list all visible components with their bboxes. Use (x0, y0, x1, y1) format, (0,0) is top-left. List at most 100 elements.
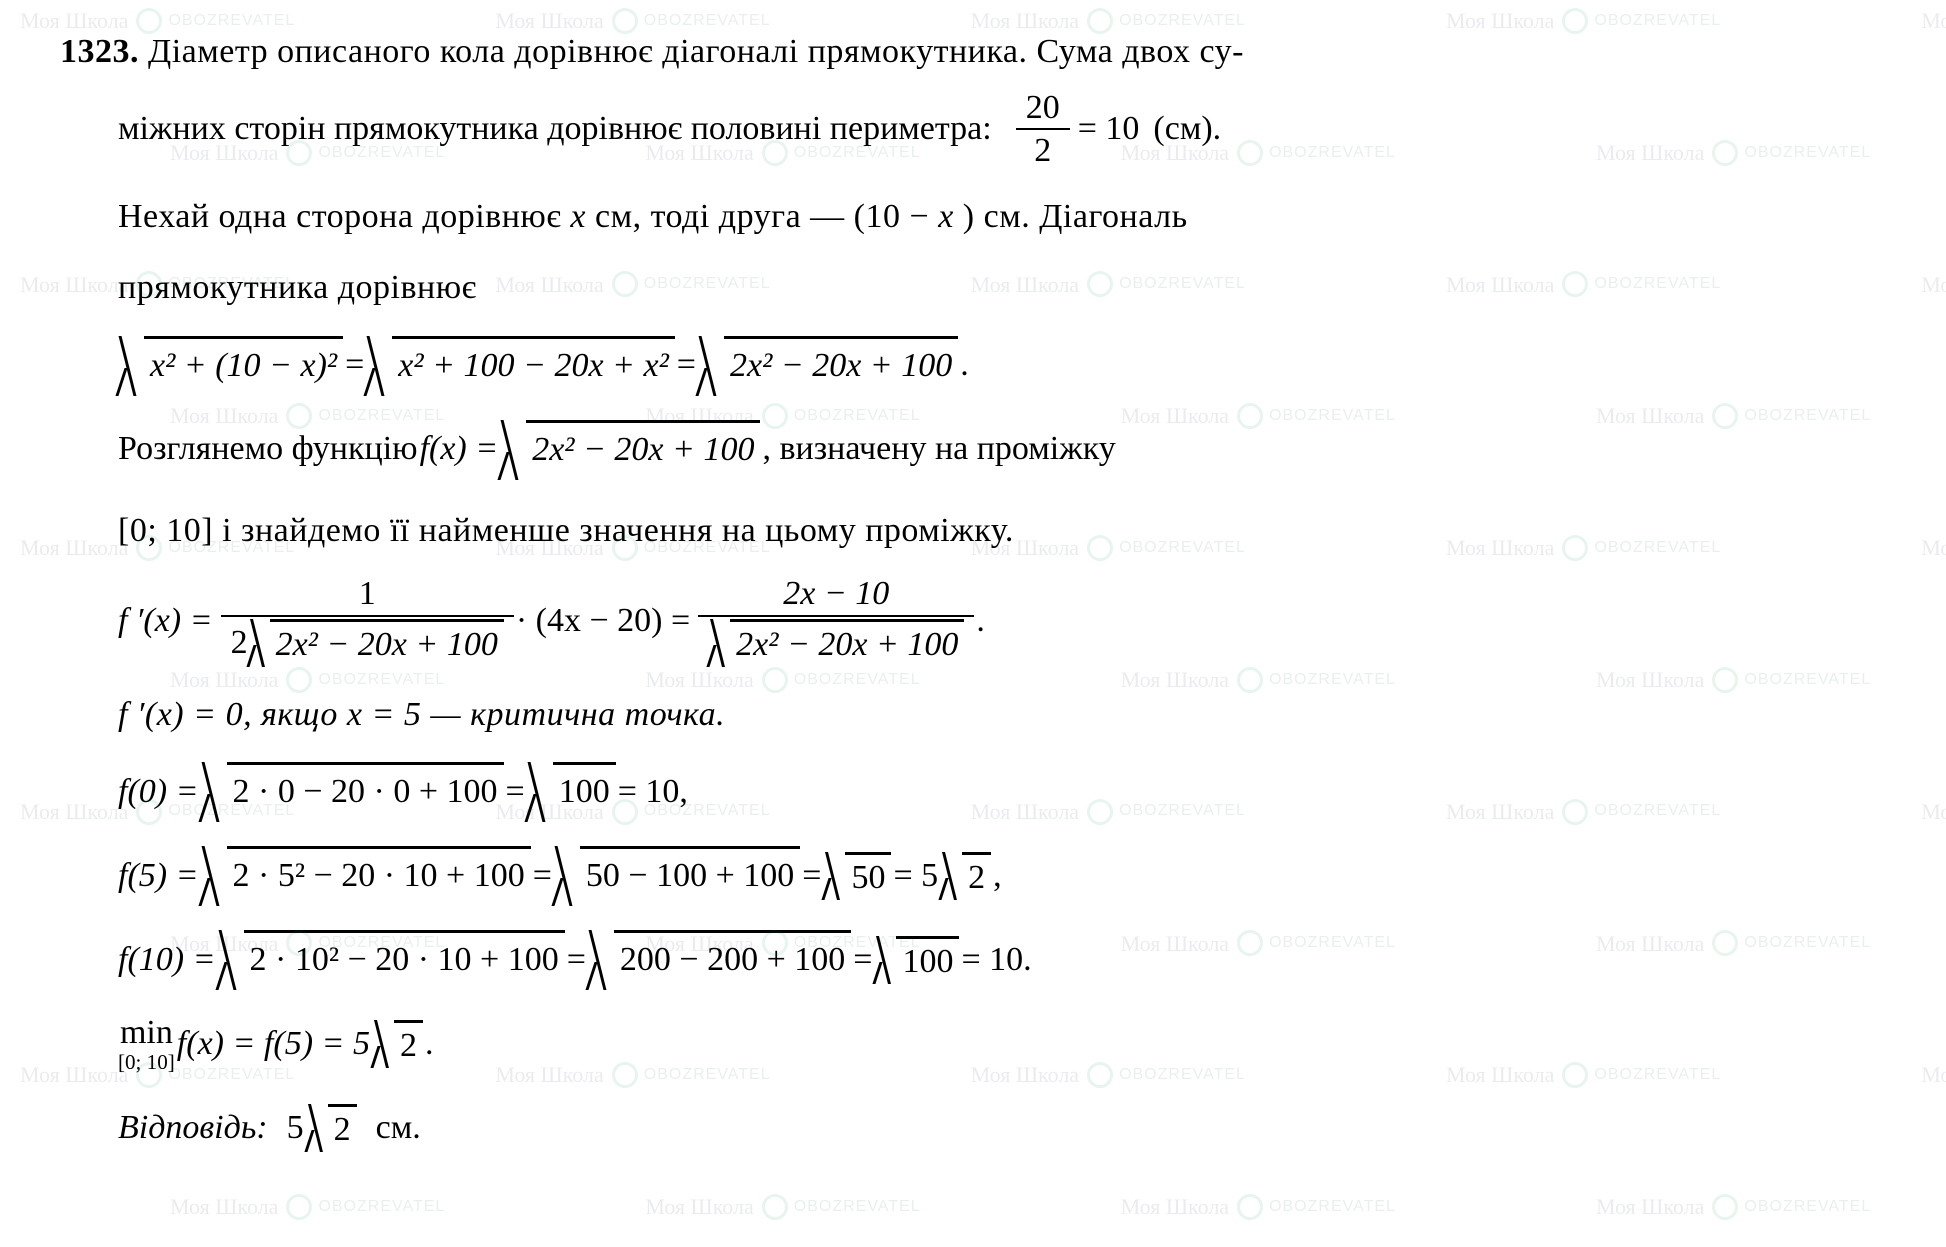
radicand: 50 − 100 + 100 (586, 857, 794, 894)
radical-icon (201, 846, 227, 906)
radical-icon (218, 930, 244, 990)
radicand: 50 (851, 859, 885, 896)
watermark-item: Моя ШколаOBOZREVATEL (1596, 1186, 1871, 1228)
text: 5 (270, 1096, 304, 1161)
radicand: 2x² − 20x + 100 (532, 431, 754, 468)
radical-icon (823, 852, 845, 900)
sqrt: 2x² − 20x + 100 (708, 619, 964, 667)
sqrt: 2x² − 20x + 100 (698, 336, 958, 396)
fraction-20-over-2: 20 2 (1016, 87, 1070, 172)
paragraph-critical: f ′(x) = 0, якщо x = 5 — критична точка. (60, 683, 1906, 748)
radicand: 100 (902, 943, 953, 980)
text: f(5) = (118, 844, 199, 909)
sqrt: 2 · 10² − 20 · 10 + 100 (218, 930, 565, 990)
text: міжних сторін прямокутника дорівнює поло… (118, 97, 992, 162)
paragraph-interval: [0; 10] і знайдемо її найменше значення … (60, 499, 1906, 564)
equation-derivative: f ′(x) = 1 2 2x² − 20x + 100 · (4x − 20)… (60, 573, 1906, 668)
paragraph-3b: прямокутника дорівнює (60, 256, 1906, 321)
sqrt: 2 (372, 1020, 423, 1068)
min-operator: min [0; 10] (118, 1016, 175, 1073)
sqrt: 2 (940, 852, 991, 900)
equals: = (506, 760, 525, 825)
text: . (425, 1012, 434, 1077)
equation-f10: f(10) = 2 · 10² − 20 · 10 + 100 = 200 − … (60, 925, 1906, 995)
paragraph-2: міжних сторін прямокутника дорівнює поло… (60, 87, 1906, 172)
text: прямокутника дорівнює (118, 269, 477, 306)
sqrt: 100 (874, 936, 959, 984)
watermark-item: Моя ШколаOBOZREVATEL (1921, 791, 1946, 833)
sqrt: 50 − 100 + 100 (554, 846, 800, 906)
sqrt: 2x² − 20x + 100 (248, 619, 504, 667)
radicand: 2 · 10² − 20 · 10 + 100 (250, 941, 559, 978)
text: . (976, 589, 985, 654)
text: = 10, (618, 760, 688, 825)
radicand: 100 (559, 773, 610, 810)
radicand: 2 (968, 859, 985, 896)
answer-label: Відповідь: (118, 1096, 268, 1161)
radicand: 2 (400, 1027, 417, 1064)
radical-icon (372, 1020, 394, 1068)
sqrt: 100 (527, 762, 616, 822)
text: = 10 (1078, 97, 1140, 162)
numerator: 2x − 10 (773, 573, 899, 614)
text: f(x) = f(5) = 5 (177, 1012, 370, 1077)
radicand: x² + 100 − 20x + x² (398, 347, 669, 384)
text: [0; 10] (118, 1052, 175, 1073)
sqrt: 2x² − 20x + 100 (500, 420, 760, 480)
radical-icon (698, 336, 724, 396)
sqrt: 2 · 0 − 20 · 0 + 100 (201, 762, 504, 822)
radical-icon (527, 762, 553, 822)
radicand: 2x² − 20x + 100 (736, 626, 958, 663)
text: = 5 (893, 844, 938, 909)
equation-f5: f(5) = 2 · 5² − 20 · 10 + 100 = 50 − 100… (60, 841, 1906, 911)
radical-icon (500, 420, 526, 480)
text: Розглянемо функцію (118, 417, 418, 482)
text: см. (359, 1096, 421, 1161)
equals: = (567, 928, 586, 993)
radical-icon (588, 930, 614, 990)
watermark-item: Моя ШколаOBOZREVATEL (1921, 264, 1946, 306)
text: . (960, 333, 969, 398)
text: f(10) = (118, 928, 216, 993)
denominator: 2x² − 20x + 100 (698, 617, 974, 669)
text: f(0) = (118, 760, 199, 825)
radicand: 2x² − 20x + 100 (276, 626, 498, 663)
paragraph-1: 1323. Діаметр описаного кола дорівнює ді… (60, 20, 1906, 85)
sqrt: 2 · 5² − 20 · 10 + 100 (201, 846, 531, 906)
watermark-item: Моя ШколаOBOZREVATEL (1921, 0, 1946, 42)
radicand: 2 · 0 − 20 · 0 + 100 (233, 773, 498, 810)
text: Діаметр описаного кола дорівнює діагонал… (148, 33, 1244, 70)
sqrt: 50 (823, 852, 891, 900)
radicand: 2 (334, 1111, 351, 1148)
text: min (120, 1016, 173, 1050)
text: = 10. (961, 928, 1031, 993)
text: f(x) = (420, 417, 499, 482)
radical-icon (366, 336, 392, 396)
radicand: 2x² − 20x + 100 (730, 347, 952, 384)
text: Нехай одна сторона дорівнює (118, 198, 570, 235)
fraction: 2x − 10 2x² − 20x + 100 (698, 573, 974, 668)
text: , (993, 844, 1002, 909)
equals: = (345, 333, 364, 398)
variable-x: x (938, 198, 954, 235)
answer-line: Відповідь: 5 2 см. (60, 1093, 1906, 1163)
text: , визначену на проміжку (762, 417, 1115, 482)
equals: = (533, 844, 552, 909)
radical-icon (708, 619, 730, 667)
equals: = (677, 333, 696, 398)
page: Моя ШколаOBOZREVATEL Моя ШколаOBOZREVATEL… (0, 0, 1946, 1247)
fraction: 1 2 2x² − 20x + 100 (221, 573, 514, 668)
watermark-item: Моя ШколаOBOZREVATEL (170, 1186, 445, 1228)
radical-icon (306, 1104, 328, 1152)
sqrt: 200 − 200 + 100 (588, 930, 851, 990)
sqrt: x² + 100 − 20x + x² (366, 336, 675, 396)
problem-number: 1323. (60, 33, 139, 70)
text: (см). (1153, 97, 1221, 162)
equals: = (802, 844, 821, 909)
sqrt: 2 (306, 1104, 357, 1152)
text: 2 (231, 624, 248, 661)
text: · (4x − 20) = (516, 589, 690, 654)
text: f ′(x) = 0, якщо x = 5 — критична точка. (118, 696, 725, 733)
paragraph-consider: Розглянемо функцію f(x) = 2x² − 20x + 10… (60, 415, 1906, 485)
equation-f0: f(0) = 2 · 0 − 20 · 0 + 100 = 100 = 10, (60, 757, 1906, 827)
